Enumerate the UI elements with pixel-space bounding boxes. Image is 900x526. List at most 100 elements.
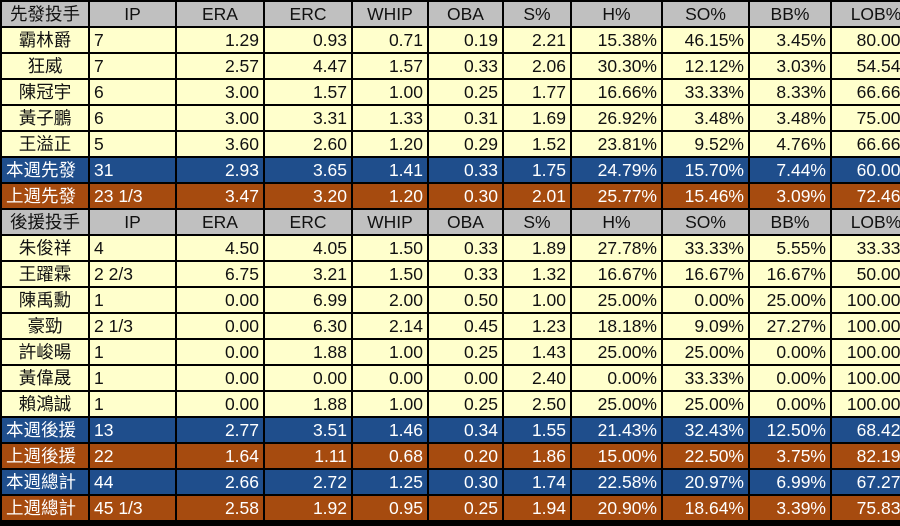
cell-ip: 1 <box>90 340 175 364</box>
cell-erc: 0.00 <box>265 366 351 390</box>
cell-oba: OBA <box>429 2 502 26</box>
summary-row-starters-this-week: 本週先發 31 2.93 3.65 1.41 0.33 1.75 24.79% 15.70% 7.… <box>2 158 900 182</box>
cell-oba: 0.19 <box>429 28 502 52</box>
cell-erc: 3.51 <box>265 418 351 442</box>
cell-h-pct: 25.00% <box>572 392 661 416</box>
cell-era: 3.47 <box>177 184 263 208</box>
cell-ip: 6 <box>90 80 175 104</box>
cell-lob-pct: 82.19% <box>832 444 900 468</box>
cell-lob-pct: 75.00% <box>832 106 900 130</box>
cell-h-pct: 0.00% <box>572 366 661 390</box>
cell-oba: 0.33 <box>429 236 502 260</box>
cell-lob-pct: 100.00% <box>832 366 900 390</box>
cell-s-pct: 1.75 <box>504 158 570 182</box>
cell-ip: 45 1/3 <box>90 496 175 520</box>
cell-whip: 1.41 <box>353 158 427 182</box>
cell-h-pct: 30.30% <box>572 54 661 78</box>
cell-so-pct: 33.33% <box>663 236 748 260</box>
cell-era: 3.00 <box>177 106 263 130</box>
cell-bb-pct: 0.00% <box>750 366 830 390</box>
cell-lob-pct: 67.27% <box>832 470 900 494</box>
cell-so-pct: 22.50% <box>663 444 748 468</box>
cell-era: 4.50 <box>177 236 263 260</box>
cell-era: 2.58 <box>177 496 263 520</box>
cell-so-pct: 9.52% <box>663 132 748 156</box>
cell-ip: 1 <box>90 288 175 312</box>
cell-whip: 1.50 <box>353 262 427 286</box>
cell-lob-pct: LOB% <box>832 210 900 234</box>
cell-s-pct: 2.50 <box>504 392 570 416</box>
cell-oba: 0.25 <box>429 496 502 520</box>
cell-s-pct: 1.55 <box>504 418 570 442</box>
cell-ip: 7 <box>90 54 175 78</box>
cell-lob-pct: 80.00% <box>832 28 900 52</box>
cell-so-pct: 0.00% <box>663 288 748 312</box>
cell-s-pct: 1.94 <box>504 496 570 520</box>
cell-bb-pct: BB% <box>750 210 830 234</box>
cell-era: ERA <box>177 2 263 26</box>
cell-s-pct: 1.77 <box>504 80 570 104</box>
cell-s-pct: 2.01 <box>504 184 570 208</box>
cell-ip: 1 <box>90 392 175 416</box>
cell-so-pct: 15.70% <box>663 158 748 182</box>
cell-so-pct: SO% <box>663 210 748 234</box>
cell-h-pct: 18.18% <box>572 314 661 338</box>
cell-ip: 1 <box>90 366 175 390</box>
reliever-row: 朱俊祥 4 4.50 4.05 1.50 0.33 1.89 27.78% 33.33% 5.55… <box>2 236 900 260</box>
cell-bb-pct: BB% <box>750 2 830 26</box>
cell-erc: 6.99 <box>265 288 351 312</box>
cell-erc: 0.93 <box>265 28 351 52</box>
cell-oba: 0.31 <box>429 106 502 130</box>
cell-h-pct: 15.38% <box>572 28 661 52</box>
cell-name: 許峻暘 <box>2 340 88 364</box>
cell-name: 本週後援 <box>2 418 88 442</box>
cell-so-pct: 25.00% <box>663 340 748 364</box>
cell-whip: 1.50 <box>353 236 427 260</box>
cell-lob-pct: 68.42% <box>832 418 900 442</box>
cell-oba: 0.20 <box>429 444 502 468</box>
cell-oba: 0.25 <box>429 340 502 364</box>
cell-bb-pct: 12.50% <box>750 418 830 442</box>
cell-h-pct: 25.00% <box>572 288 661 312</box>
cell-whip: 1.00 <box>353 340 427 364</box>
summary-row-relievers-last-week: 上週後援 22 1.64 1.11 0.68 0.20 1.86 15.00% 22.50% 3.… <box>2 444 900 468</box>
cell-era: 0.00 <box>177 340 263 364</box>
cell-so-pct: 15.46% <box>663 184 748 208</box>
cell-name: 霸林爵 <box>2 28 88 52</box>
cell-ip: 2 2/3 <box>90 262 175 286</box>
cell-lob-pct: 33.33% <box>832 236 900 260</box>
cell-whip: 1.33 <box>353 106 427 130</box>
cell-era: 6.75 <box>177 262 263 286</box>
reliever-row: 王躍霖 2 2/3 6.75 3.21 1.50 0.33 1.32 16.67% 16.67%… <box>2 262 900 286</box>
cell-era: 1.64 <box>177 444 263 468</box>
cell-bb-pct: 27.27% <box>750 314 830 338</box>
cell-era: 0.00 <box>177 366 263 390</box>
cell-erc: 6.30 <box>265 314 351 338</box>
cell-bb-pct: 3.75% <box>750 444 830 468</box>
header-row-relievers: 後援投手 IP ERA ERC WHIP OBA S% H% SO% BB% LOB% <box>2 210 900 234</box>
cell-bb-pct: 5.55% <box>750 236 830 260</box>
cell-oba: 0.30 <box>429 184 502 208</box>
cell-oba: 0.50 <box>429 288 502 312</box>
cell-ip: 7 <box>90 28 175 52</box>
cell-whip: WHIP <box>353 2 427 26</box>
cell-ip: 4 <box>90 236 175 260</box>
summary-row-total-this-week: 本週總計 44 2.66 2.72 1.25 0.30 1.74 22.58% 20.97% 6.… <box>2 470 900 494</box>
cell-name: 朱俊祥 <box>2 236 88 260</box>
cell-bb-pct: 8.33% <box>750 80 830 104</box>
cell-bb-pct: 3.39% <box>750 496 830 520</box>
cell-ip: 2 1/3 <box>90 314 175 338</box>
cell-ip: 31 <box>90 158 175 182</box>
reliever-row: 豪勁 2 1/3 0.00 6.30 2.14 0.45 1.23 18.18% 9.09% 27… <box>2 314 900 338</box>
cell-oba: 0.29 <box>429 132 502 156</box>
cell-whip: 0.00 <box>353 366 427 390</box>
cell-lob-pct: 66.66% <box>832 132 900 156</box>
cell-bb-pct: 3.09% <box>750 184 830 208</box>
cell-erc: 1.88 <box>265 392 351 416</box>
cell-oba: OBA <box>429 210 502 234</box>
reliever-row: 賴鴻誠 1 0.00 1.88 1.00 0.25 2.50 25.00% 25.00% 0.00… <box>2 392 900 416</box>
cell-so-pct: 9.09% <box>663 314 748 338</box>
cell-s-pct: S% <box>504 210 570 234</box>
cell-so-pct: 16.67% <box>663 262 748 286</box>
